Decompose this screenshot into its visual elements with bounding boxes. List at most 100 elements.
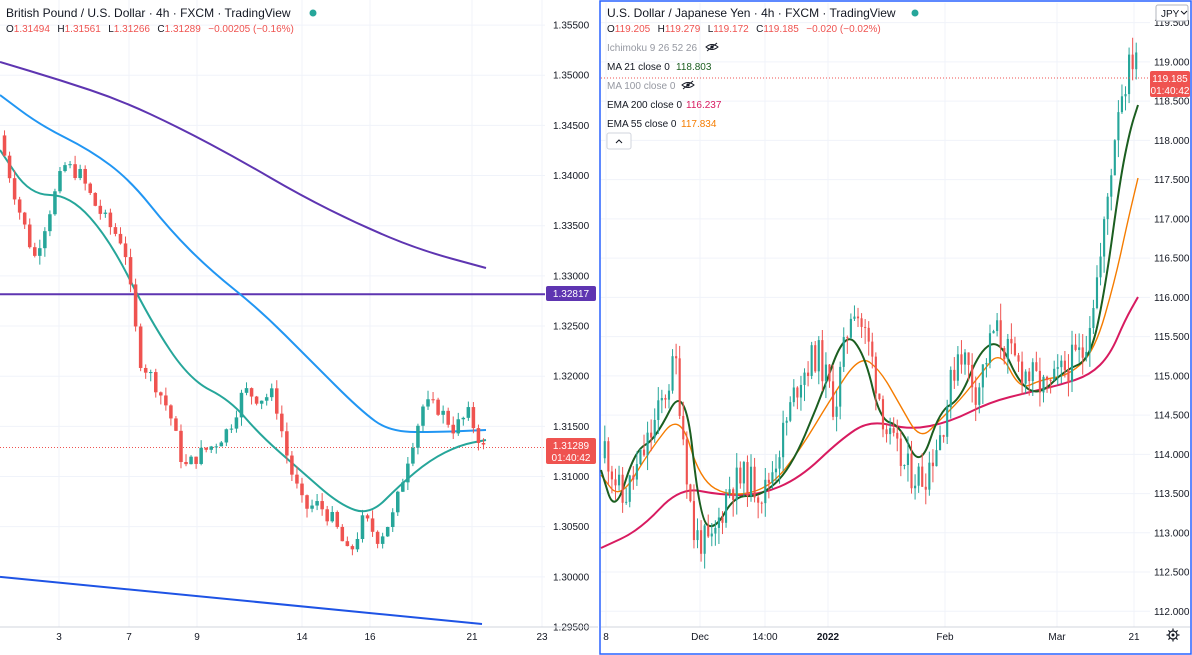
candle-body: [785, 420, 788, 423]
candle-body: [817, 340, 820, 372]
left-y-tick-label: 1.34000: [553, 171, 590, 182]
candle-body: [416, 425, 420, 448]
candle-body: [275, 388, 279, 414]
right-ohlc-line: O119.205 H119.279 L119.172 C119.185 −0.0…: [607, 19, 881, 36]
right-y-tick-label: 119.000: [1154, 57, 1190, 68]
candle-body: [799, 384, 803, 398]
candle-body: [219, 442, 224, 447]
candle-body: [1010, 338, 1013, 344]
candle-body: [1067, 369, 1070, 382]
candle-body: [1045, 376, 1049, 380]
indicator-ema55-value: 117.834: [681, 119, 717, 130]
left-slow-ma-line[interactable]: [0, 61, 487, 269]
candle-body: [174, 418, 178, 431]
candle-body: [732, 489, 735, 500]
candle-body: [753, 466, 756, 498]
right-y-tick-label: 117.500: [1154, 175, 1190, 186]
candle-body: [269, 388, 274, 398]
candle-body: [971, 364, 974, 388]
left-y-tick-label: 1.33500: [553, 221, 590, 232]
candle-body: [610, 471, 613, 480]
candle-body: [148, 372, 153, 374]
candle-body: [903, 464, 906, 466]
candle-body: [714, 527, 717, 534]
eye-off-icon[interactable]: [681, 80, 695, 90]
candle-body: [446, 410, 450, 425]
candle-body: [1135, 52, 1138, 70]
candle-body: [856, 316, 860, 319]
candle-body: [1085, 351, 1088, 358]
candle-body: [910, 453, 913, 489]
candle-body: [849, 318, 852, 338]
left-mid-ma-line[interactable]: [0, 94, 487, 434]
candle-body: [864, 326, 867, 328]
candle-body: [118, 233, 123, 244]
candle-body: [22, 212, 27, 225]
right-y-tick-label: 114.000: [1154, 450, 1190, 461]
candle-body: [113, 227, 118, 234]
candle-body: [380, 536, 385, 544]
candle-body: [350, 546, 355, 550]
candle-body: [476, 428, 481, 443]
candle-body: [78, 168, 82, 179]
candle-body: [63, 165, 67, 172]
gear-icon[interactable]: [1166, 628, 1180, 642]
candle-body: [315, 501, 319, 506]
candle-body: [614, 479, 617, 486]
ema200-line[interactable]: [600, 296, 1139, 549]
candle-body: [385, 526, 390, 537]
candle-body: [1092, 308, 1095, 328]
candle-body: [749, 466, 753, 496]
trend-line[interactable]: [0, 575, 483, 625]
candle-body: [204, 447, 208, 450]
candle-body: [164, 395, 168, 406]
right-x-tick-label: 21: [1128, 632, 1140, 643]
left-chart-pane[interactable]: 1.35500 1.35000 1.34500 1.34000 1.33500 1.330…: [0, 0, 598, 655]
chevron-down-icon: [1180, 10, 1188, 15]
left-fast-ma-line[interactable]: [0, 149, 487, 513]
candle-body: [703, 525, 706, 554]
candle-body: [739, 467, 742, 484]
right-x-tick-label: Dec: [691, 632, 709, 643]
candle-body: [179, 430, 183, 463]
right-chart-pane[interactable]: 119.500 119.000 118.500 118.000 117.500 117.0…: [599, 0, 1192, 655]
left-ohlc-line: O1.31494 H1.31561 L1.31266 C1.31289 −0.0…: [6, 19, 294, 36]
candle-body: [774, 468, 778, 473]
right-y-tick-label: 115.500: [1154, 332, 1190, 343]
candle-body: [43, 231, 47, 249]
eye-off-icon[interactable]: [705, 42, 719, 52]
candle-body: [617, 474, 621, 486]
right-x-tick-label: 2022: [817, 632, 840, 643]
candle-body: [199, 447, 203, 464]
indicator-ichimoku[interactable]: Ichimoku 9 26 52 26: [607, 42, 719, 54]
indicator-ema200[interactable]: EMA 200 close 0 116.237: [607, 100, 722, 111]
left-candles: [2, 130, 486, 556]
currency-selector[interactable]: [1155, 4, 1189, 22]
candle-body: [889, 428, 892, 435]
candle-body: [300, 483, 304, 496]
candle-body: [892, 428, 895, 433]
candle-body: [963, 352, 967, 365]
candle-body: [635, 464, 638, 480]
candle-body: [1088, 327, 1091, 352]
candle-body: [33, 247, 37, 256]
candle-body: [917, 466, 920, 486]
indicator-ma100[interactable]: MA 100 close 0: [607, 80, 695, 92]
candle-body: [264, 397, 269, 401]
candle-body: [53, 191, 57, 215]
collapse-legend-button[interactable]: [606, 132, 632, 150]
candle-body: [824, 364, 827, 382]
indicator-ema55[interactable]: EMA 55 close 0 117.834: [607, 119, 717, 130]
candle-body: [935, 450, 938, 467]
candle-body: [921, 466, 924, 487]
indicator-ma21[interactable]: MA 21 close 0 118.803: [607, 62, 712, 73]
candle-body: [938, 435, 942, 451]
left-y-tick-label: 1.30000: [553, 572, 590, 583]
candle-body: [355, 538, 360, 550]
right-x-ticks: 8 Dec 14:00 2022 Feb Mar 21: [603, 632, 1140, 643]
right-price-axis[interactable]: [1150, 3, 1190, 626]
left-countdown-text: 01:40:42: [552, 453, 591, 464]
candle-body: [320, 501, 324, 510]
candle-body: [878, 393, 881, 400]
left-price-axis[interactable]: [545, 0, 598, 627]
